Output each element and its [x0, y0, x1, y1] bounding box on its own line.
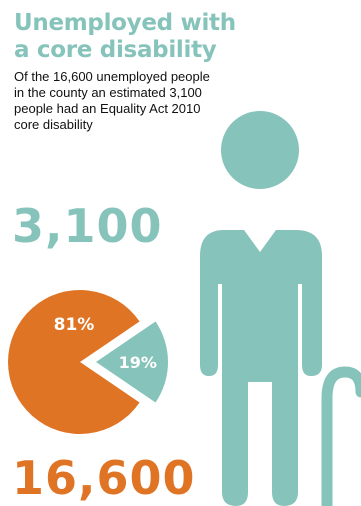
pie-slice-19	[96, 321, 168, 403]
pie-label-19: 19%	[119, 353, 157, 372]
description-line-4: core disability	[14, 117, 93, 132]
pie-chart: 81% 19%	[8, 290, 168, 434]
description: Of the 16,600 unemployed people in the c…	[14, 69, 274, 133]
person-body	[200, 230, 322, 506]
pie-slice-81	[8, 290, 140, 434]
description-line-3: people had an Equality Act 2010	[14, 101, 201, 116]
title-line-1: Unemployed with	[14, 10, 236, 36]
person-head	[221, 111, 299, 189]
cane	[321, 366, 361, 506]
page-title: Unemployed with a core disability	[14, 10, 354, 64]
title-line-2: a core disability	[14, 37, 217, 63]
person-with-cane-icon	[200, 111, 361, 506]
description-line-1: Of the 16,600 unemployed people	[14, 69, 210, 84]
pie-label-81: 81%	[54, 315, 95, 335]
description-line-2: in the county an estimated 3,100	[14, 85, 202, 100]
total-unemployed-figure: 16,600	[12, 451, 196, 505]
disabled-count-figure: 3,100	[12, 199, 163, 253]
